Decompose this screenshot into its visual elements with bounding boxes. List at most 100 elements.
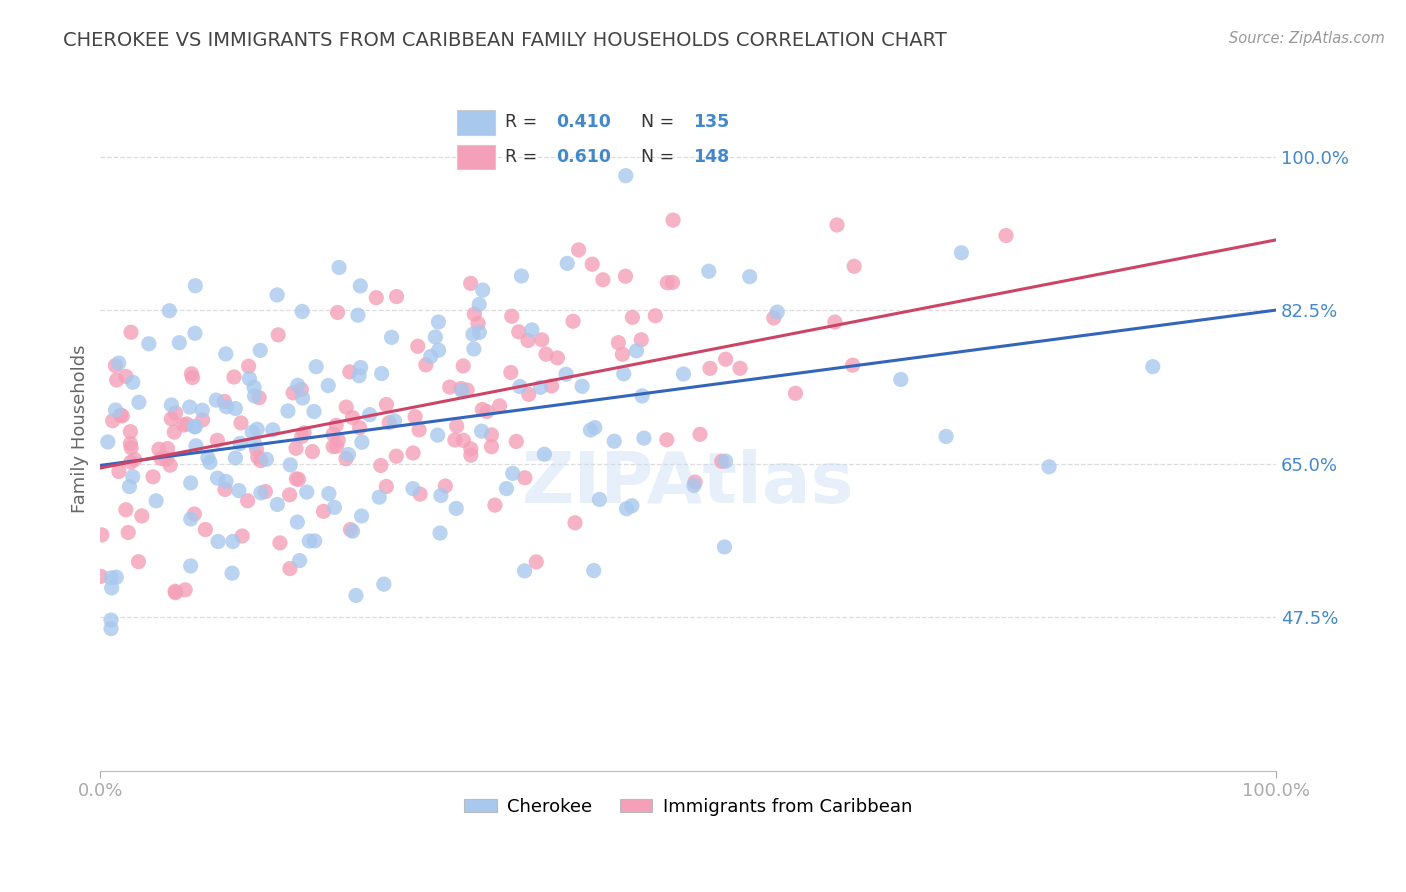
Immigrants from Caribbean xyxy=(463,307,485,321)
Immigrants from Caribbean xyxy=(630,333,652,347)
Immigrants from Caribbean xyxy=(530,333,553,347)
Immigrants from Caribbean xyxy=(710,454,733,468)
Immigrants from Caribbean xyxy=(214,394,236,409)
Cherokee xyxy=(555,256,578,270)
Cherokee xyxy=(121,376,143,390)
Immigrants from Caribbean xyxy=(621,310,644,325)
Immigrants from Caribbean xyxy=(728,361,751,376)
Cherokee xyxy=(614,169,637,183)
Cherokee xyxy=(205,393,228,408)
Immigrants from Caribbean xyxy=(194,523,217,537)
Cherokee xyxy=(427,315,450,329)
Immigrants from Caribbean xyxy=(278,488,301,502)
Immigrants from Caribbean xyxy=(173,417,195,432)
Cherokee xyxy=(243,389,266,403)
Cherokee xyxy=(529,380,551,394)
Immigrants from Caribbean xyxy=(662,213,685,227)
Cherokee xyxy=(402,482,425,496)
Cherokee xyxy=(583,420,606,434)
Cherokee xyxy=(179,400,201,414)
Immigrants from Caribbean xyxy=(385,289,408,303)
Immigrants from Caribbean xyxy=(508,325,530,339)
Immigrants from Caribbean xyxy=(245,442,267,457)
Cherokee xyxy=(631,389,654,403)
Cherokee xyxy=(738,269,761,284)
Immigrants from Caribbean xyxy=(370,458,392,473)
Cherokee xyxy=(180,475,202,490)
Cherokee xyxy=(262,423,284,437)
Cherokee xyxy=(633,431,655,445)
Cherokee xyxy=(510,268,533,283)
Cherokee xyxy=(291,391,314,405)
Cherokee xyxy=(766,305,789,319)
Immigrants from Caribbean xyxy=(120,425,142,439)
Cherokee xyxy=(468,297,491,311)
Immigrants from Caribbean xyxy=(207,434,229,448)
Cherokee xyxy=(180,512,202,526)
Immigrants from Caribbean xyxy=(451,359,474,373)
Cherokee xyxy=(427,343,450,358)
Cherokee xyxy=(451,384,474,398)
Cherokee xyxy=(243,380,266,394)
Cherokee xyxy=(100,581,122,595)
Cherokee xyxy=(100,613,122,627)
Immigrants from Caribbean xyxy=(467,317,489,331)
Immigrants from Caribbean xyxy=(128,555,150,569)
Cherokee xyxy=(347,308,370,322)
Immigrants from Caribbean xyxy=(841,358,863,372)
Cherokee xyxy=(277,404,299,418)
Cherokee xyxy=(935,429,957,443)
Cherokee xyxy=(97,434,120,449)
Immigrants from Caribbean xyxy=(644,309,666,323)
Cherokee xyxy=(250,486,273,500)
Cherokee xyxy=(287,378,309,392)
Immigrants from Caribbean xyxy=(236,493,259,508)
Immigrants from Caribbean xyxy=(614,269,637,284)
Immigrants from Caribbean xyxy=(285,442,308,456)
Immigrants from Caribbean xyxy=(564,516,586,530)
Cherokee xyxy=(380,330,402,344)
Cherokee xyxy=(471,283,494,297)
Immigrants from Caribbean xyxy=(214,483,236,497)
Cherokee xyxy=(620,499,643,513)
Cherokee xyxy=(316,378,339,392)
Immigrants from Caribbean xyxy=(120,441,142,455)
Cherokee xyxy=(344,589,367,603)
Immigrants from Caribbean xyxy=(385,449,408,463)
Cherokee xyxy=(266,497,288,511)
Immigrants from Caribbean xyxy=(501,310,523,324)
Immigrants from Caribbean xyxy=(165,585,187,599)
Immigrants from Caribbean xyxy=(150,451,173,466)
Cherokee xyxy=(1038,459,1060,474)
Immigrants from Caribbean xyxy=(450,382,472,396)
Cherokee xyxy=(1142,359,1164,374)
Cherokee xyxy=(157,303,180,318)
Cherokee xyxy=(588,492,610,507)
Immigrants from Caribbean xyxy=(657,276,679,290)
Immigrants from Caribbean xyxy=(105,373,128,387)
Immigrants from Caribbean xyxy=(174,582,197,597)
Immigrants from Caribbean xyxy=(111,409,134,423)
Cherokee xyxy=(298,534,321,549)
Immigrants from Caribbean xyxy=(824,315,846,329)
Cherokee xyxy=(215,400,238,414)
Immigrants from Caribbean xyxy=(546,351,568,365)
Cherokee xyxy=(215,475,238,489)
Immigrants from Caribbean xyxy=(439,380,461,394)
Immigrants from Caribbean xyxy=(415,358,437,372)
Cherokee xyxy=(138,336,160,351)
Cherokee xyxy=(184,278,207,293)
Cherokee xyxy=(104,403,127,417)
Immigrants from Caribbean xyxy=(825,218,848,232)
Cherokee xyxy=(683,478,706,492)
Immigrants from Caribbean xyxy=(291,429,314,443)
Immigrants from Caribbean xyxy=(335,451,357,466)
Cherokee xyxy=(513,564,536,578)
Immigrants from Caribbean xyxy=(524,555,547,569)
Immigrants from Caribbean xyxy=(995,228,1018,243)
Immigrants from Caribbean xyxy=(287,472,309,486)
Immigrants from Caribbean xyxy=(499,366,522,380)
Cherokee xyxy=(502,467,524,481)
Immigrants from Caribbean xyxy=(540,379,562,393)
Cherokee xyxy=(520,323,543,337)
